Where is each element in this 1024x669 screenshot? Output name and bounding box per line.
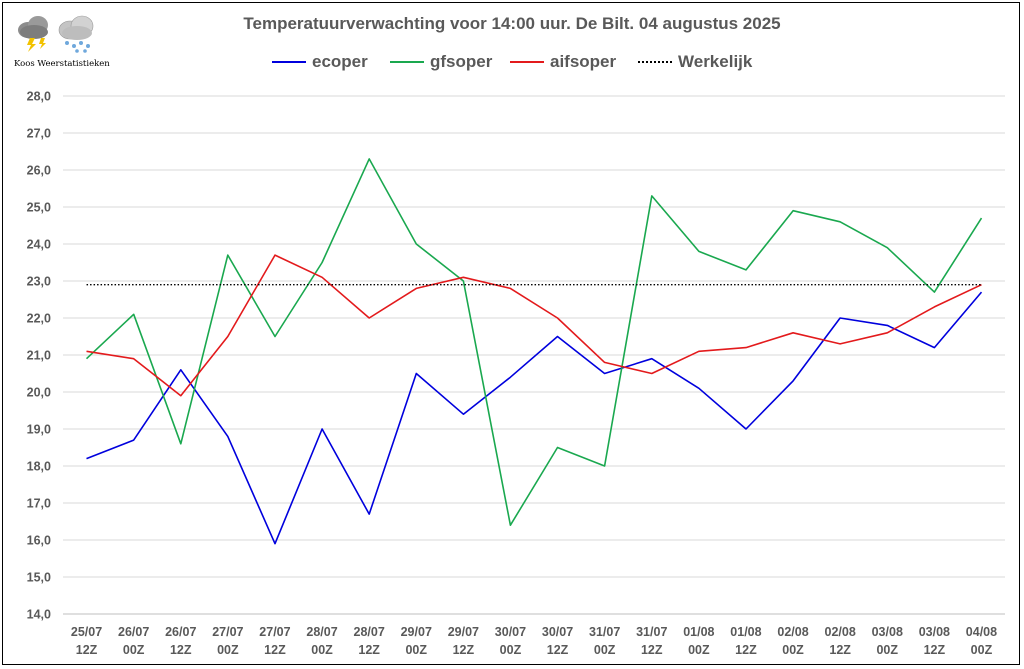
x-tick-label-date: 02/08 <box>777 625 808 639</box>
y-tick-label: 22,0 <box>27 312 51 326</box>
legend-item-werkelijk: Werkelijk <box>638 50 752 74</box>
y-tick-label: 17,0 <box>27 497 51 511</box>
x-tick-label-date: 26/07 <box>165 625 196 639</box>
x-tick-label-run: 12Z <box>641 643 663 657</box>
x-tick-label-run: 00Z <box>876 643 898 657</box>
x-tick-label-date: 01/08 <box>683 625 714 639</box>
x-tick-label-run: 00Z <box>971 643 993 657</box>
x-tick-label-run: 00Z <box>688 643 710 657</box>
legend-swatch <box>390 61 424 63</box>
x-tick-label-date: 29/07 <box>448 625 479 639</box>
y-tick-label: 24,0 <box>27 238 51 252</box>
legend-label: ecoper <box>312 52 368 71</box>
legend-item-aifsoper: aifsoper <box>510 50 616 74</box>
x-tick-label-date: 25/07 <box>71 625 102 639</box>
x-tick-label-date: 04/08 <box>966 625 997 639</box>
x-tick-label-date: 29/07 <box>401 625 432 639</box>
y-tick-label: 19,0 <box>27 423 51 437</box>
y-tick-label: 23,0 <box>27 275 51 289</box>
x-axis-ticks: 25/07 12Z 26/07 00Z 26/07 12Z 27/07 00Z 27/07 12Z… <box>71 625 997 657</box>
x-tick-label-run: 12Z <box>735 643 757 657</box>
x-tick-label-date: 31/07 <box>636 625 667 639</box>
x-tick-label-date: 27/07 <box>259 625 290 639</box>
logo-text: Koos Weerstatistieken <box>14 59 110 69</box>
x-tick-label-run: 00Z <box>405 643 427 657</box>
legend-swatch <box>272 61 306 63</box>
x-tick-label-run: 12Z <box>358 643 380 657</box>
x-tick-label-run: 00Z <box>123 643 145 657</box>
x-tick-label-date: 03/08 <box>872 625 903 639</box>
y-tick-label: 28,0 <box>27 90 51 104</box>
snow-cloud-icon <box>58 15 94 53</box>
x-tick-label-date: 26/07 <box>118 625 149 639</box>
y-tick-label: 14,0 <box>27 608 51 622</box>
chart-title: Temperatuurverwachting voor 14:00 uur. D… <box>243 14 781 33</box>
x-tick-label-run: 12Z <box>924 643 946 657</box>
series-line-ecoper <box>86 291 983 545</box>
legend-item-ecoper: ecoper <box>272 50 368 74</box>
x-tick-label-date: 31/07 <box>589 625 620 639</box>
thunderstorm-cloud-icon <box>18 16 48 52</box>
x-tick-label-run: 12Z <box>453 643 475 657</box>
legend-label: Werkelijk <box>678 52 753 71</box>
x-tick-label-date: 30/07 <box>542 625 573 639</box>
gridlines <box>63 95 1005 615</box>
x-tick-label-run: 00Z <box>217 643 239 657</box>
x-tick-label-run: 12Z <box>264 643 286 657</box>
legend-swatch <box>638 61 672 63</box>
y-axis-ticks: 14,0 15,0 16,0 17,0 18,0 19,0 20,0 21,0 22,0 23,0… <box>27 90 51 622</box>
x-tick-label-date: 01/08 <box>730 625 761 639</box>
y-tick-label: 18,0 <box>27 460 51 474</box>
legend-swatch <box>510 61 544 63</box>
x-tick-label-date: 03/08 <box>919 625 950 639</box>
x-tick-label-run: 12Z <box>76 643 98 657</box>
x-tick-label-date: 28/07 <box>306 625 337 639</box>
x-tick-label-date: 27/07 <box>212 625 243 639</box>
y-tick-label: 25,0 <box>27 201 51 215</box>
y-tick-label: 20,0 <box>27 386 51 400</box>
x-tick-label-date: 02/08 <box>825 625 856 639</box>
series-line-gfsoper <box>85 158 983 527</box>
legend: ecoper gfsoper aifsoper Werkelijk <box>0 50 1024 74</box>
x-tick-label-run: 00Z <box>500 643 522 657</box>
x-tick-label-run: 12Z <box>829 643 851 657</box>
x-tick-label-run: 00Z <box>594 643 616 657</box>
y-tick-label: 27,0 <box>27 127 51 141</box>
x-tick-label-run: 12Z <box>547 643 569 657</box>
y-tick-label: 26,0 <box>27 164 51 178</box>
legend-label: gfsoper <box>430 52 493 71</box>
y-tick-label: 21,0 <box>27 349 51 363</box>
y-tick-label: 15,0 <box>27 571 51 585</box>
legend-label: aifsoper <box>550 52 617 71</box>
x-tick-label-run: 00Z <box>311 643 333 657</box>
y-tick-label: 16,0 <box>27 534 51 548</box>
x-tick-label-date: 28/07 <box>354 625 385 639</box>
legend-item-gfsoper: gfsoper <box>390 50 492 74</box>
x-tick-label-run: 12Z <box>170 643 192 657</box>
series-line-aifsoper <box>86 254 982 397</box>
series-lines <box>85 158 983 545</box>
x-tick-label-run: 00Z <box>782 643 804 657</box>
x-tick-label-date: 30/07 <box>495 625 526 639</box>
logo <box>18 15 94 53</box>
